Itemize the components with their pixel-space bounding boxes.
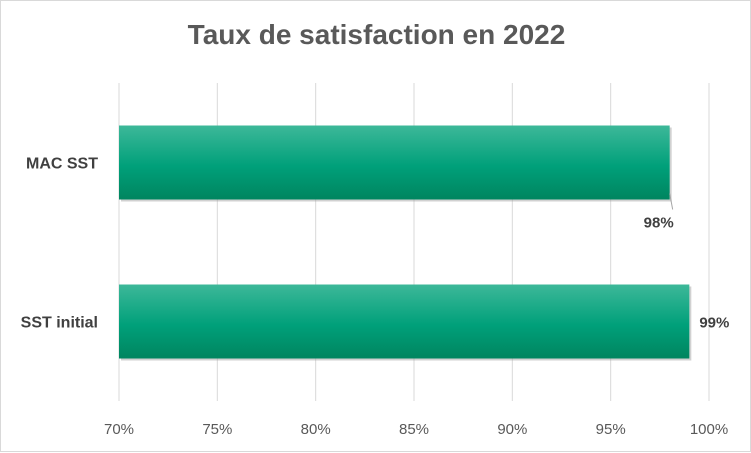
bar-sst-initial <box>119 284 690 359</box>
x-tick-label: 90% <box>497 421 527 438</box>
data-label: 98% <box>644 215 674 232</box>
bars <box>119 125 692 361</box>
data-label-leader <box>669 193 674 210</box>
x-tick-label: 80% <box>301 421 331 438</box>
bar-mac-sst <box>119 125 670 200</box>
chart-title: Taux de satisfaction en 2022 <box>187 19 566 50</box>
x-tick-label: 95% <box>596 421 626 438</box>
x-tick-label: 70% <box>104 421 134 438</box>
labels: 70% 75% 80% 85% 90% 95% 100% MAC SST 98% SST init… <box>21 156 730 439</box>
x-tick-label: 100% <box>690 421 728 438</box>
category-label: SST initial <box>21 315 98 332</box>
x-tick-label: 85% <box>399 421 429 438</box>
data-label: 99% <box>699 315 729 332</box>
x-tick-label: 75% <box>202 421 232 438</box>
category-label: MAC SST <box>26 156 98 173</box>
